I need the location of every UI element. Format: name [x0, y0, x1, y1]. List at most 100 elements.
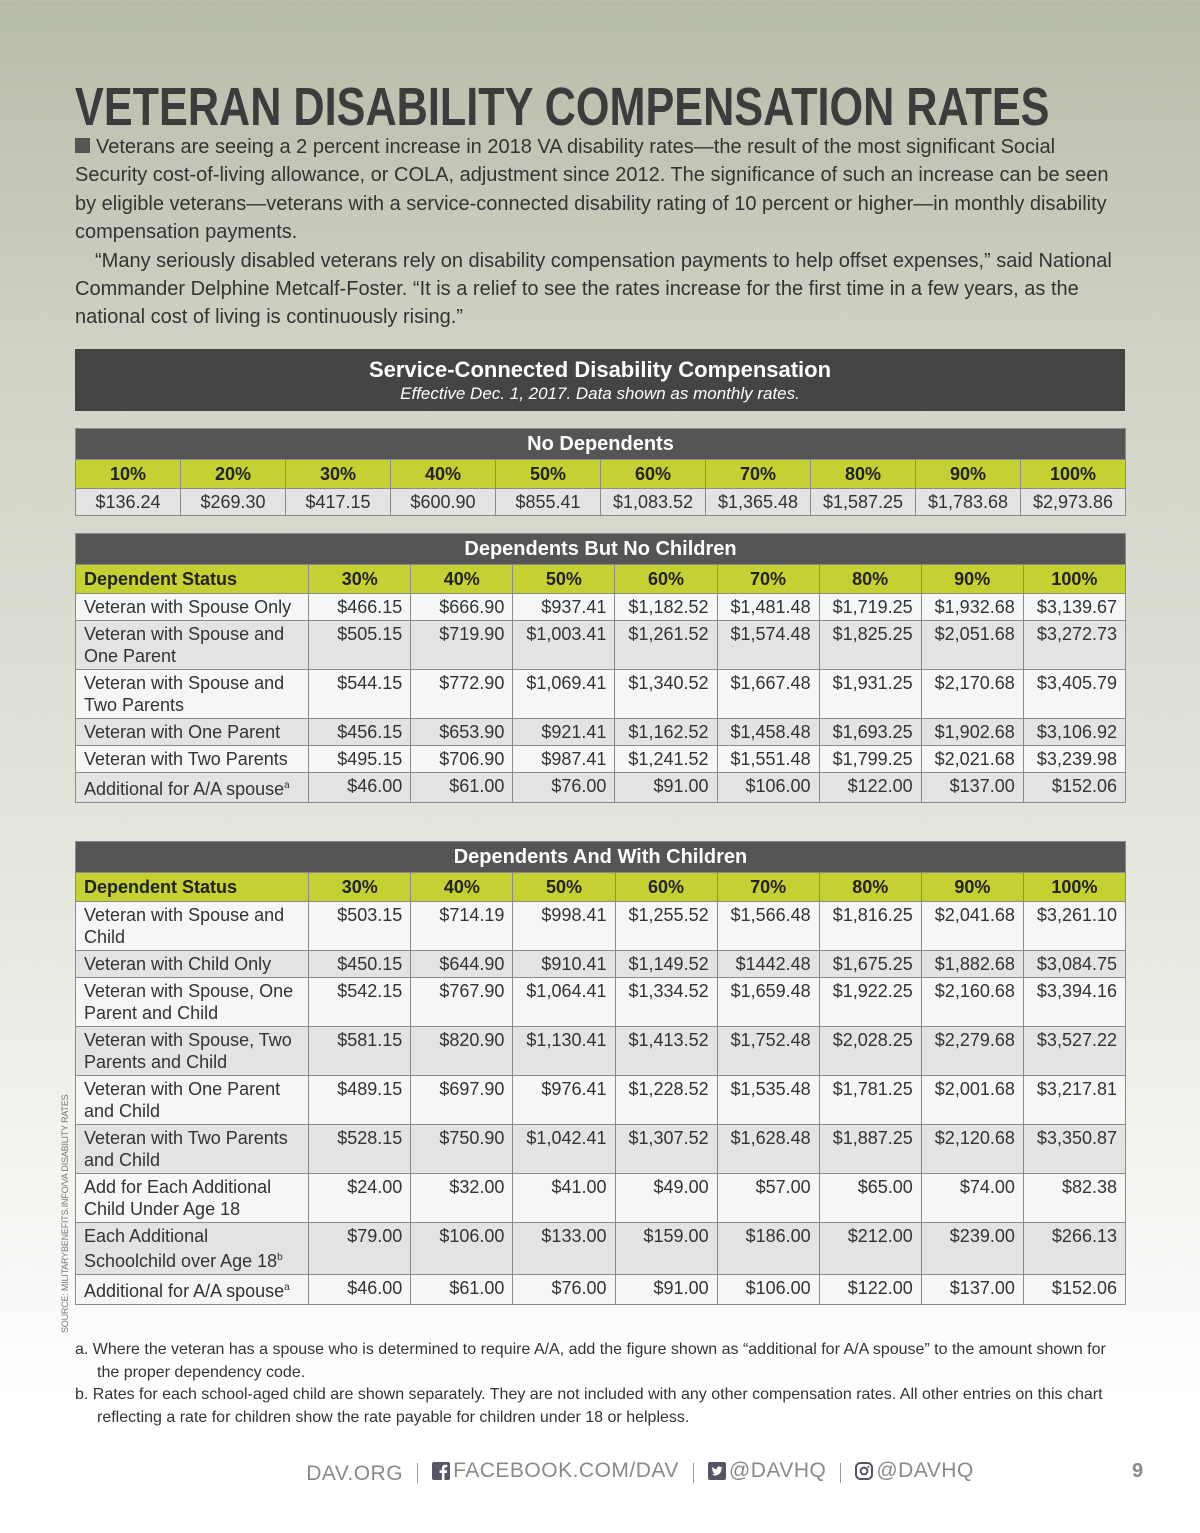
header-cell: 10% — [75, 459, 181, 489]
value-cell: $1,481.48 — [716, 593, 820, 621]
value-cell: $1,574.48 — [716, 620, 820, 670]
header-row: 10% 20% 30% 40% 50% 60% 70% 80% 90% 100% — [75, 459, 1126, 489]
value-cell: $91.00 — [614, 772, 718, 803]
value-cell: $186.00 — [716, 1222, 820, 1275]
value-cell: $1442.48 — [716, 950, 820, 978]
separator — [840, 1463, 842, 1483]
value-cell: $269.30 — [180, 488, 286, 516]
bullet-square — [75, 138, 90, 153]
twitter-icon — [707, 1462, 726, 1480]
banner-subtitle: Effective Dec. 1, 2017. Data shown as mo… — [400, 384, 800, 403]
source: SOURCE: MILITARYBENEFITS.INFO/VA DISABIL… — [60, 1094, 70, 1333]
footnote: b. Rates for each school-aged child are … — [75, 1384, 1125, 1429]
banner: Service-Connected Disability Compensatio… — [75, 349, 1125, 411]
facebook-icon — [432, 1462, 451, 1480]
value-cell: $3,394.16 — [1022, 977, 1127, 1027]
header-cell: 60% — [600, 459, 706, 489]
value-cell: $3,272.73 — [1022, 620, 1127, 670]
status-cell: Veteran with One Parent and Child — [74, 1075, 310, 1125]
status-cell: Veteran with Spouse and One Parent — [74, 620, 310, 670]
footnote-marker: b — [277, 1252, 283, 1263]
header-cell: 70% — [716, 872, 820, 902]
value-cell: $503.15 — [308, 901, 412, 951]
value-cell: $1,752.48 — [716, 1026, 820, 1076]
value-cell: $976.41 — [512, 1075, 616, 1125]
paragraph-text: Veterans are seeing a 2 percent increase… — [75, 136, 1109, 244]
status-text: Additional for A/A spouse — [84, 1281, 285, 1301]
value-cell: $998.41 — [512, 901, 616, 951]
value-cell: $417.15 — [285, 488, 391, 516]
value-cell: $3,350.87 — [1022, 1124, 1127, 1174]
value-cell: $495.15 — [308, 745, 412, 773]
header-row: Dependent Status 30% 40% 50% 60% 70% 80% 90% 100… — [74, 564, 1127, 594]
caption-row: Dependents And With Children — [75, 841, 1126, 873]
value-cell: $1,932.68 — [920, 593, 1024, 621]
value-cell: $653.90 — [410, 718, 514, 746]
data-row: Veteran with Spouse and One Parent $505.1… — [74, 620, 1127, 670]
footnote-marker: a — [284, 1282, 290, 1293]
footnote-marker: a — [284, 780, 290, 791]
status-text: Additional for A/A spouse — [84, 779, 285, 799]
value-cell: $466.15 — [308, 593, 412, 621]
status-text: Veteran with Two Parents and Child — [84, 1128, 288, 1170]
value-cell: $1,130.41 — [512, 1026, 616, 1076]
header-cell: 70% — [705, 459, 811, 489]
footer-link-text: @DAVHQ — [876, 1459, 974, 1482]
value-cell: $49.00 — [614, 1173, 718, 1223]
value-cell: $76.00 — [512, 1274, 616, 1305]
data-row: Each Additional Schoolchild over Age 18b… — [74, 1222, 1127, 1275]
caption-row: Dependents But No Children — [75, 533, 1126, 565]
status-cell: Veteran with Two Parents and Child — [74, 1124, 310, 1174]
value-cell: $61.00 — [410, 1274, 514, 1305]
value-cell: $1,693.25 — [818, 718, 922, 746]
status-cell: Veteran with Child Only — [74, 950, 310, 978]
status-cell: Veteran with One Parent — [74, 718, 310, 746]
value-cell: $910.41 — [512, 950, 616, 978]
value-cell: $719.90 — [410, 620, 514, 670]
status-text: Veteran with Spouse Only — [84, 597, 292, 617]
footnote-marker: a. — [75, 1341, 89, 1358]
data-row: Veteran with One Parent $456.15 $653.90 $92… — [74, 718, 1127, 746]
header-cell: 100% — [1020, 459, 1126, 489]
data-row: Veteran with Two Parents and Child $528.1… — [74, 1124, 1127, 1174]
value-cell: $1,083.52 — [600, 488, 706, 516]
value-cell: $1,003.41 — [512, 620, 616, 670]
value-cell: $1,783.68 — [915, 488, 1021, 516]
value-cell: $106.00 — [716, 1274, 820, 1305]
caption-row: No Dependents — [75, 428, 1126, 460]
status-cell: Veteran with Spouse, One Parent and Chil… — [74, 977, 310, 1027]
value-cell: $855.41 — [495, 488, 601, 516]
status-text: Veteran with Two Parents — [84, 749, 288, 769]
header-cell: 90% — [920, 564, 1024, 594]
value-cell: $2,160.68 — [920, 977, 1024, 1027]
value-cell: $3,239.98 — [1022, 745, 1127, 773]
header-cell: Dependent Status — [74, 872, 310, 902]
footer-link: FACEBOOK.COM/DAV — [432, 1459, 679, 1483]
value-cell: $152.06 — [1022, 1274, 1127, 1305]
instagram-icon — [855, 1462, 874, 1480]
data-row: Veteran with Spouse and Child $503.15 $714… — [74, 901, 1127, 951]
value-cell: $714.19 — [410, 901, 514, 951]
data-row: Additional for A/A spousea $46.00 $61.00 $7… — [74, 772, 1127, 803]
status-text: Each Additional Schoolchild over Age 18 — [84, 1226, 278, 1271]
header-cell: 80% — [818, 872, 922, 902]
value-cell: $212.00 — [818, 1222, 922, 1275]
value-cell: $76.00 — [512, 772, 616, 803]
status-cell: Veteran with Spouse, Two Parents and Chi… — [74, 1026, 310, 1076]
page-number: 9 — [1132, 1460, 1144, 1482]
status-cell: Each Additional Schoolchild over Age 18b — [74, 1222, 310, 1275]
header-cell: 50% — [512, 872, 616, 902]
data-row: Add for Each Additional Child Under Age … — [74, 1173, 1127, 1223]
value-cell: $1,587.25 — [810, 488, 916, 516]
value-cell: $2,021.68 — [920, 745, 1024, 773]
header-cell: 100% — [1022, 872, 1127, 902]
status-text: Veteran with One Parent — [84, 722, 281, 742]
value-cell: $1,162.52 — [614, 718, 718, 746]
data-row: Veteran with Spouse, One Parent and Chil… — [74, 977, 1127, 1027]
value-cell: $1,566.48 — [716, 901, 820, 951]
data-row: Veteran with Spouse Only $466.15 $666.90 $9… — [74, 593, 1127, 621]
value-cell: $106.00 — [716, 772, 820, 803]
header-cell: 60% — [614, 872, 718, 902]
value-cell: $1,064.41 — [512, 977, 616, 1027]
footnote-marker: b. — [75, 1386, 89, 1403]
